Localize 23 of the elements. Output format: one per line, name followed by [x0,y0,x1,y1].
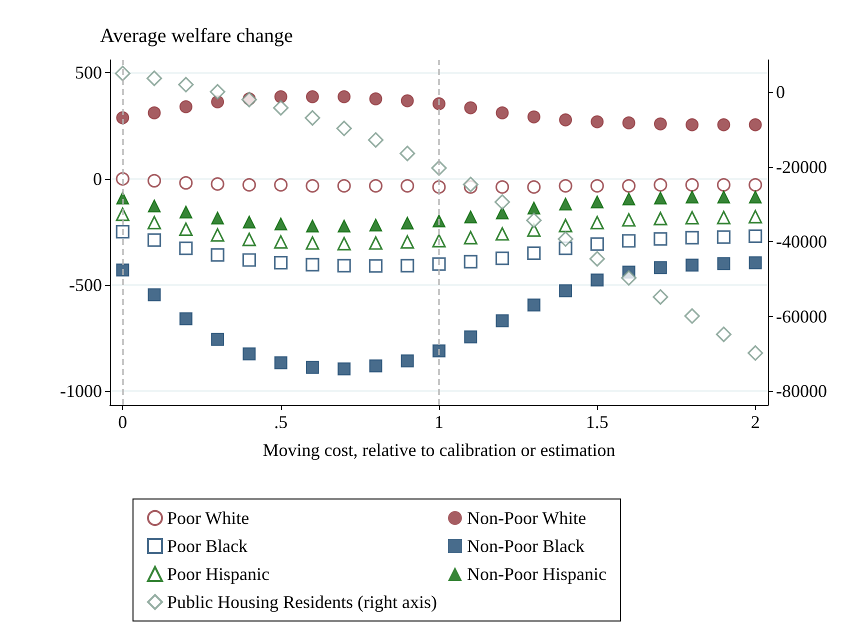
y2-tick-label: -60000 [776,306,827,326]
x-tick-label: 0 [118,412,128,432]
y2-tick-label: -20000 [776,156,827,177]
legend-label: Non-Poor White [466,508,586,528]
y-tick-label: -500 [69,275,102,296]
legend-label: Poor Hispanic [167,564,270,584]
y-axis-title: Average welfare change [100,25,293,47]
y-tick-label: 500 [75,62,102,83]
x-tick-label: .5 [274,412,288,432]
x-tick-label: 1.5 [586,412,608,432]
legend-label: Poor Black [167,536,248,556]
x-tick-label: 2 [750,412,760,432]
x-axis-title: Moving cost, relative to calibration or estimation [262,440,616,460]
y2-tick-label: 0 [776,82,785,102]
legend-label: Non-Poor Black [466,536,584,556]
y2-tick-label: -80000 [776,381,827,402]
legend-label: Public Housing Residents (right axis) [167,592,437,612]
y2-tick-label: -40000 [776,232,827,252]
x-tick-label: 1 [434,412,444,432]
y-tick-label: -1000 [60,381,102,402]
legend-label: Non-Poor Hispanic [466,564,606,584]
legend-label: Poor White [167,508,250,528]
y-tick-label: 0 [93,168,102,189]
